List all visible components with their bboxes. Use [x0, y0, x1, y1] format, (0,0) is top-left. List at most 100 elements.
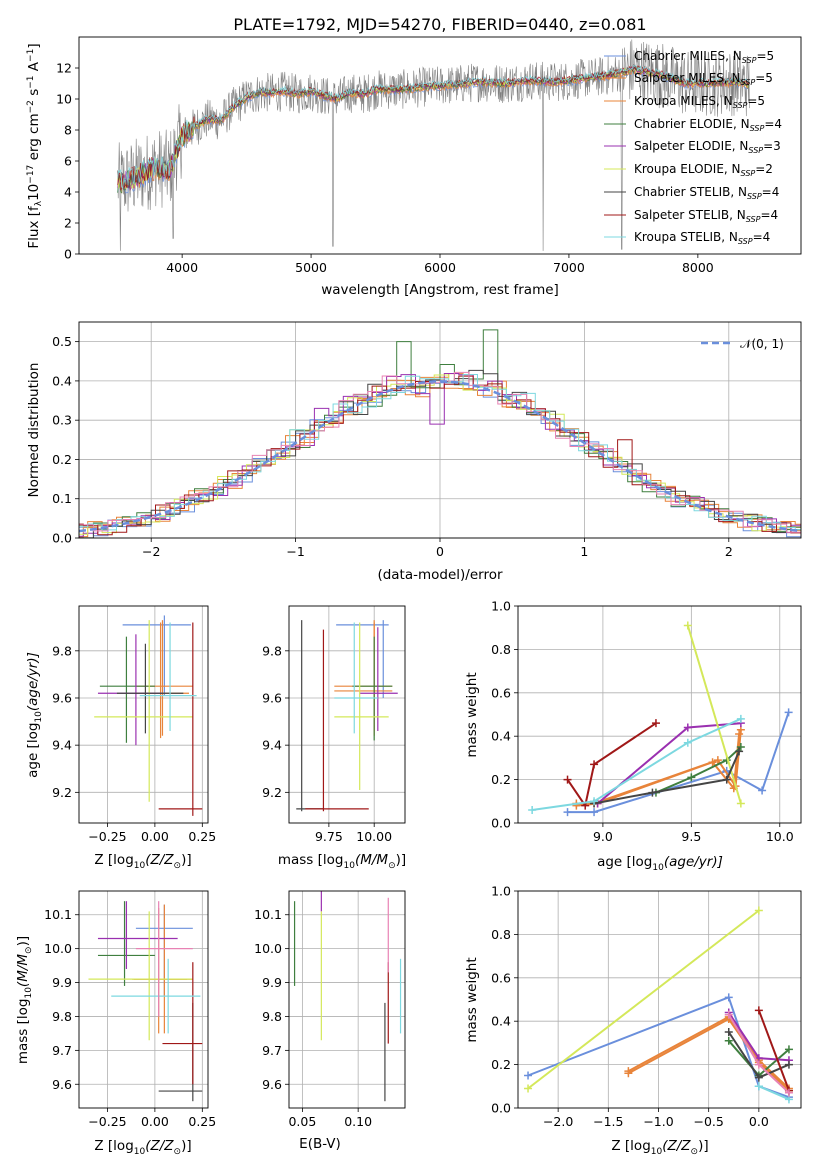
x-tick-label: 0.00	[141, 1114, 169, 1129]
x-tick-label: −1.0	[643, 1114, 673, 1129]
weight-point-marker	[754, 1060, 763, 1069]
weight-point-marker	[758, 786, 767, 795]
y-tick-label: 0.4	[491, 1014, 511, 1029]
legend-label: Chabrier ELODIE, NSSP=4	[634, 117, 782, 133]
model-spectrum-line	[117, 63, 750, 191]
y-tick-label: 0.0	[491, 1101, 511, 1116]
histogram-xlabel: (data-model)/error	[377, 567, 503, 583]
axes-frame	[517, 605, 802, 824]
y-tick-label: 9.4	[52, 738, 72, 753]
age-mass-xlabel-a: mass [log	[278, 852, 344, 868]
legend-label: Salpeter ELODIE, NSSP=3	[634, 139, 781, 155]
age-mass-xlabel-b: (M/M	[355, 852, 388, 868]
y-tick-label: 9.8	[52, 1009, 72, 1024]
spectrum-ylabel-exp2: −2	[26, 100, 36, 113]
y-tick-label: 8	[64, 123, 72, 138]
mass-z-ylabel-c: )]	[15, 936, 31, 947]
model-spectrum-line	[117, 66, 749, 191]
weight-point-marker	[648, 788, 657, 797]
weight-point-marker	[724, 1028, 733, 1037]
y-tick-label: 9.4	[262, 738, 282, 753]
errorbar-point	[305, 629, 369, 812]
y-tick-label: 9.7	[262, 1043, 282, 1058]
weight-point-marker	[735, 747, 744, 756]
weight-point-marker	[624, 1069, 633, 1078]
weight-point-marker	[735, 730, 744, 739]
y-tick-label: 10	[56, 92, 72, 107]
mass-vs-metallicity-panel: −0.25 0.00 0.25 9.6 9.7 9.8 9.9 10.0 10.1	[44, 890, 216, 1129]
y-tick-label: 10.1	[254, 907, 282, 922]
mass-z-ylabel-sub: 10	[24, 987, 34, 999]
y-tick-label: 1.0	[491, 599, 511, 614]
age-z-ylabel-a: age [log	[25, 723, 41, 778]
histogram-legend: 𝒩(0, 1)	[701, 337, 784, 351]
weight-point-marker	[754, 1006, 763, 1015]
residual-histogram-series	[79, 371, 801, 537]
axes-frame	[517, 890, 802, 1109]
spectrum-ylabel-exp3: −1	[26, 75, 36, 88]
weight-point-marker	[713, 756, 722, 765]
weight-series-line	[531, 717, 742, 811]
x-tick-label: 0.05	[288, 1114, 316, 1129]
age-mass-xlabel-sun: ⊙	[388, 861, 396, 871]
legend-label-main: Salpeter MILES, N	[634, 71, 741, 85]
x-tick-label: −2.0	[543, 1114, 573, 1129]
mass-z-xlabel-a: Z [log	[94, 1138, 133, 1154]
y-tick-label: 10.0	[44, 941, 72, 956]
plot-area	[524, 906, 793, 1104]
weight-point-marker	[784, 1088, 793, 1097]
weight-age-xlabel-sub: 10	[652, 863, 664, 873]
weight-series-line	[566, 722, 657, 809]
errorbar-point	[334, 622, 378, 734]
y-tick-label: 10.0	[254, 941, 282, 956]
errorbar-point	[116, 643, 184, 734]
legend-label-sub: SSP	[733, 101, 748, 110]
plot-area	[79, 329, 801, 538]
legend-label-tail: =4	[764, 117, 782, 131]
y-tick-label: 9.2	[262, 785, 282, 800]
legend-label-sub: SSP	[738, 237, 753, 246]
y-tick-label: 9.6	[262, 1077, 282, 1092]
errorbar-point	[352, 636, 393, 741]
x-tick-label: 10.00	[356, 829, 392, 844]
spectrum-legend: Chabrier MILES, N SSP =5 Salpeter MILES, N…	[604, 49, 782, 246]
age-vs-metallicity-panel: −0.25 0.00 0.25 9.2 9.4 9.6 9.8	[52, 605, 216, 844]
legend-label-main: Chabrier MILES, N	[634, 49, 742, 63]
spectrum-panel: 4000 5000 6000 7000 8000 0 2 4 6 8 10 12	[56, 36, 802, 275]
weight-point-marker	[708, 758, 717, 767]
errorbar-point	[111, 958, 201, 1034]
legend-label-main: Salpeter ELODIE, N	[634, 139, 748, 153]
legend-entry: Salpeter STELIB, NSSP=4	[604, 208, 778, 224]
axes-frame	[288, 890, 406, 1109]
legend-label-tail: =2	[755, 162, 773, 176]
legend-entry: Chabrier ELODIE, NSSP=4	[604, 117, 782, 133]
y-tick-label: 9.8	[262, 1009, 282, 1024]
y-tick-label: 0.8	[491, 927, 511, 942]
legend-label-sub: SSP	[741, 78, 756, 87]
x-tick-label: 5000	[295, 260, 327, 275]
x-tick-label: 0	[436, 544, 444, 559]
y-tick-label: 9.9	[262, 975, 282, 990]
axes-frame	[78, 605, 209, 824]
weight-series-line	[757, 1010, 790, 1091]
weight-series-line	[593, 750, 741, 805]
age-z-xlabel-b: (Z/Z	[145, 852, 174, 868]
x-tick-label: −0.25	[88, 829, 126, 844]
errorbar-point	[334, 622, 389, 790]
weight-z-xlabel-sub: 10	[651, 1147, 663, 1157]
legend-label-sub: SSP	[748, 146, 763, 155]
x-tick-label: 0.0	[749, 1114, 769, 1129]
legend-entry: Kroupa STELIB, NSSP=4	[604, 230, 770, 246]
y-tick-label: 0.2	[52, 452, 72, 467]
errorbar-point	[139, 622, 197, 732]
spectrum-ylabel-a: Flux [f	[26, 205, 42, 249]
mass-z-xlabel-b: (Z/Z	[145, 1138, 174, 1154]
legend-label-main: Chabrier STELIB, N	[634, 185, 747, 199]
weight-point-marker	[590, 760, 599, 769]
spectrum-xlabel: wavelength [Angstrom, rest frame]	[321, 282, 559, 298]
age-vs-mass-panel: 9.75 10.00 9.2 9.4 9.6 9.8	[262, 605, 406, 844]
legend-label-tail: =5	[756, 49, 774, 63]
y-tick-label: 0.4	[491, 729, 511, 744]
age-z-xlabel-a: Z [log	[94, 852, 133, 868]
legend-label: Salpeter STELIB, NSSP=4	[634, 208, 778, 224]
